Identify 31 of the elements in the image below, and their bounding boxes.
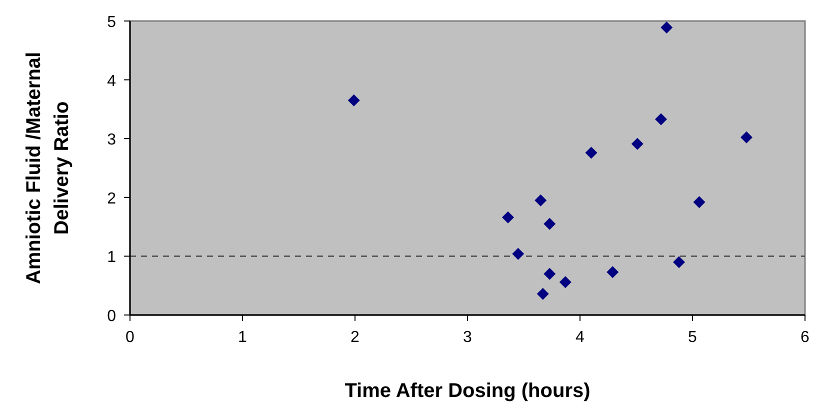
point — [544, 218, 556, 230]
y-tick-label: 1 — [107, 249, 116, 266]
point — [606, 266, 619, 278]
point — [660, 21, 673, 34]
point — [585, 146, 598, 159]
x-tick-label: 1 — [238, 329, 248, 346]
point — [512, 248, 524, 260]
x-tick-label: 3 — [463, 329, 472, 346]
point — [348, 94, 360, 106]
y-tick-label: 0 — [107, 308, 116, 325]
point — [740, 131, 752, 144]
x-tick-label: 5 — [688, 329, 698, 346]
point — [693, 196, 706, 208]
point — [536, 288, 549, 300]
point — [534, 194, 547, 206]
y-tick-label: 3 — [107, 132, 116, 149]
x-tick-label: 4 — [576, 329, 585, 346]
point — [502, 211, 514, 224]
point — [559, 276, 572, 288]
point — [631, 138, 644, 150]
y-tick-label: 5 — [107, 14, 116, 31]
y-tick-label: 4 — [107, 72, 116, 90]
point — [544, 268, 556, 280]
x-axis-title: Time After Dosing (hours) — [344, 380, 590, 402]
y-axis-title: Amniotic Fluid /Maternal Delivery Ratio — [23, 52, 73, 284]
x-tick-label: 2 — [350, 329, 360, 346]
x-tick-label: 6 — [800, 329, 810, 346]
x-tick-label: 0 — [126, 329, 135, 346]
y-tick-label: 2 — [107, 190, 116, 208]
point — [673, 256, 685, 268]
point — [655, 113, 667, 126]
